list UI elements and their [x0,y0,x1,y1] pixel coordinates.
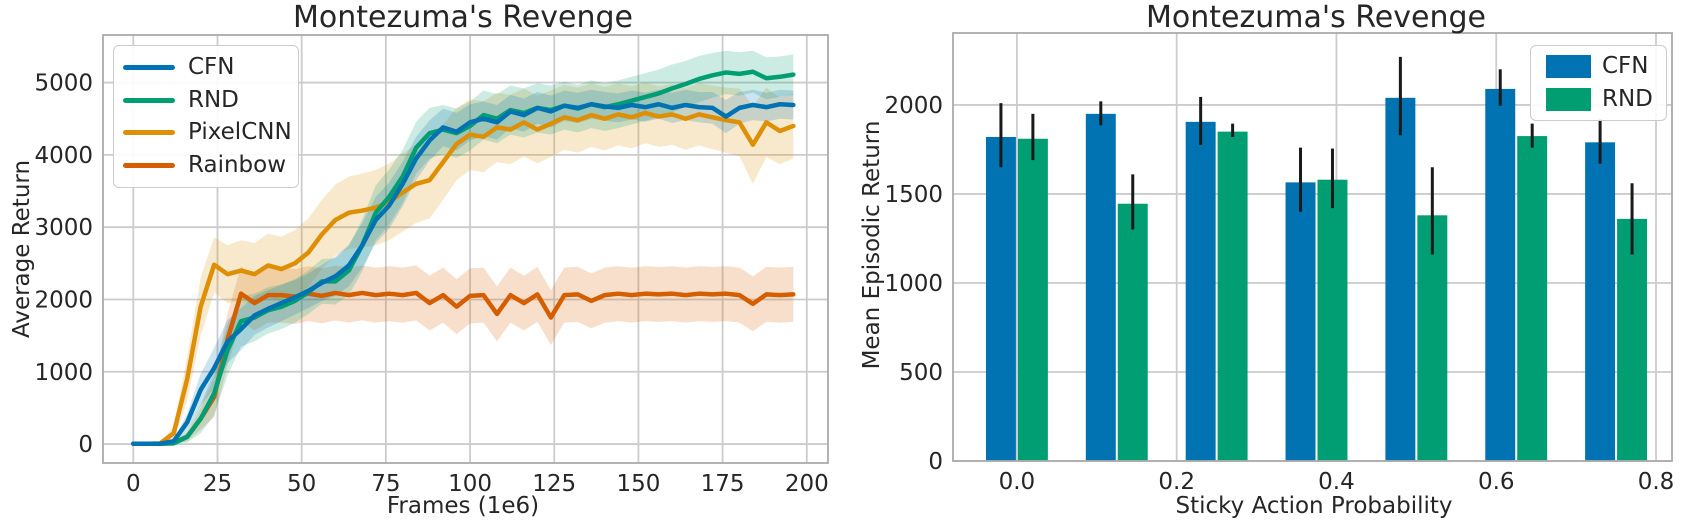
left-chart-title: Montezuma's Revenge [293,0,633,35]
line-rainbow [131,290,796,446]
bar-cfn-2 [1185,121,1216,461]
band-cfn [133,89,794,444]
x-tick-label: 75 [371,471,400,497]
y-tick-label: 5000 [34,71,93,97]
legend-label: Rainbow [188,152,287,179]
left-y-axis-label: Average Return [9,159,35,339]
x-tick-label: 125 [532,471,576,497]
x-tick-label: 0.2 [1158,469,1195,495]
right-chart-title: Montezuma's Revenge [1146,0,1486,35]
x-tick-label: 25 [203,471,232,497]
left-legend: CFN RND PixelCNN Rainbow [113,45,299,188]
left-x-axis-label: Frames (1e6) [386,493,540,519]
bar-cfn-1 [1085,113,1116,462]
x-tick-label: 200 [785,471,829,497]
bars-cfn [985,56,1616,462]
legend-swatch-pixelcnn [123,130,175,136]
x-tick-label: 0.8 [1638,469,1675,495]
bar-rnd-5 [1517,136,1548,461]
bar-rnd-0 [1017,138,1048,462]
legend-swatch-rnd [1546,88,1591,111]
legend-label: RND [188,86,239,113]
legend-swatch-cfn [1546,55,1591,78]
right-x-axis-label: Sticky Action Probability [1175,493,1453,519]
line-pixelcnn [131,110,796,446]
y-tick-label: 1000 [34,360,93,386]
right-y-axis-label: Mean Episodic Return [859,120,885,370]
bar-cfn-3 [1285,182,1316,461]
bar-cfn-4 [1385,97,1416,461]
legend-label: CFN [1602,53,1649,79]
bar-rnd-1 [1117,203,1148,461]
legend-item-cfn: CFN [1546,55,1664,78]
bars-rnd [1017,113,1648,462]
right-legend: CFN RND [1530,45,1667,121]
x-tick-label: 0.0 [999,469,1036,495]
bar-cfn-6 [1585,142,1616,462]
y-tick-label: 1500 [884,182,943,208]
legend-item-rnd: RND [1546,88,1664,111]
y-tick-label: 0 [928,449,943,475]
bar-chart-canvas: 0.0 0.2 0.4 0.6 0.8 0 500 1000 1500 2000 [884,32,1675,495]
legend-item-cfn: CFN [123,53,294,80]
x-tick-label: 150 [616,471,660,497]
bar-rnd-3 [1317,179,1348,462]
bar-rnd-6 [1617,218,1648,461]
bar-rnd-4 [1417,215,1448,461]
x-tick-label: 0.4 [1318,469,1355,495]
x-tick-label: 0 [126,471,141,497]
legend-item-pixelcnn: PixelCNN [123,121,294,144]
legend-swatch-rnd [123,97,175,103]
plot-frame [102,34,829,464]
legend-label: PixelCNN [188,119,292,146]
y-tick-label: 500 [899,360,943,386]
legend-label: CFN [188,53,235,80]
legend-swatch-rainbow [123,163,175,169]
legend-item-rainbow: Rainbow [123,154,294,177]
axes: 0 25 50 75 100 125 150 175 200010002000300040005… [34,35,829,497]
y-tick-label: 2000 [34,287,93,313]
y-tick-label: 4000 [34,143,93,169]
bar-cfn-0 [985,136,1016,461]
y-tick-label: 3000 [34,215,93,241]
y-tick-label: 0 [78,432,93,458]
line-chart-canvas: 0 25 50 75 100 125 150 175 200010002000300040005… [34,34,829,497]
band-rainbow [133,265,794,444]
x-tick-label: 175 [701,471,745,497]
bar-cfn-5 [1485,88,1516,461]
y-tick-label: 2000 [884,93,943,119]
bar-rnd-2 [1217,131,1248,462]
x-tick-label: 100 [448,471,492,497]
x-tick-label: 50 [287,471,316,497]
plot-frame [952,32,1673,462]
legend-item-rnd: RND [123,86,294,113]
legend-label: RND [1602,86,1653,112]
legend-swatch-cfn [123,64,175,70]
x-tick-label: 0.6 [1478,469,1515,495]
y-tick-label: 1000 [884,271,943,297]
line-cfn [131,102,796,446]
